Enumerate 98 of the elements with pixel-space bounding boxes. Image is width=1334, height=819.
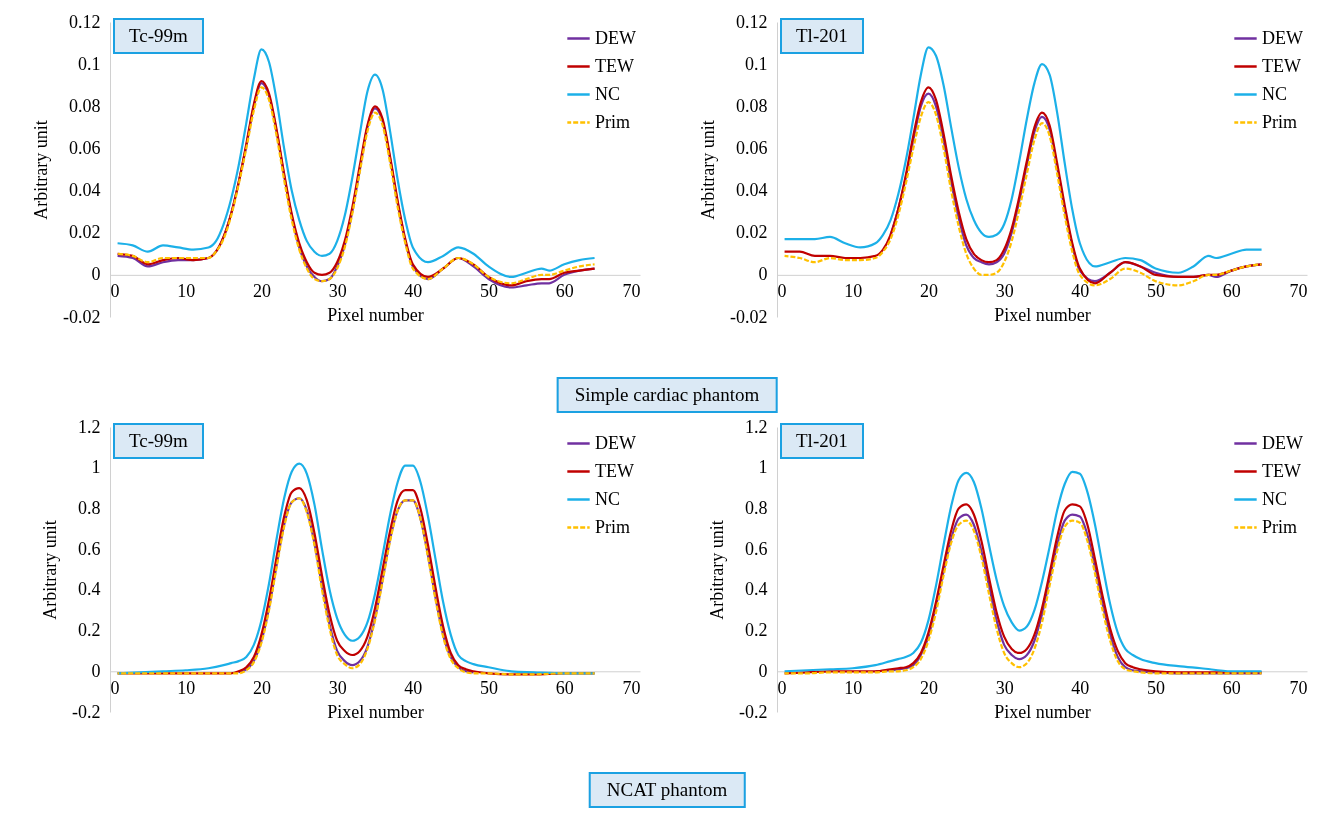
y-tick-label: 0.12: [69, 11, 101, 32]
y-tick-label: 0: [91, 264, 101, 285]
legend-label: NC: [595, 488, 621, 509]
y-tick-label: 0.4: [745, 579, 768, 600]
legend-label: DEW: [1262, 27, 1303, 48]
x-tick-label: 40: [404, 677, 423, 698]
x-axis-title: Pixel number: [327, 701, 424, 722]
x-tick-label: 30: [328, 281, 347, 302]
x-tick-label: 10: [844, 281, 863, 302]
x-tick-label: 50: [1147, 281, 1166, 302]
y-tick-label: 0.2: [745, 620, 768, 641]
x-tick-label: 70: [1289, 281, 1308, 302]
y-tick-label: 0.1: [745, 53, 768, 74]
y-tick-label: 0.08: [736, 95, 768, 116]
x-tick-label: 10: [177, 281, 196, 302]
legend-label: Prim: [1262, 516, 1298, 537]
y-tick-label: 0.04: [736, 180, 768, 201]
legend-label: NC: [595, 83, 621, 104]
y-tick-label: 0.4: [78, 579, 101, 600]
y-tick-label: -0.02: [63, 306, 101, 327]
y-tick-label: 1.2: [745, 416, 768, 437]
y-tick-label: 0.12: [736, 11, 768, 32]
x-tick-label: 40: [1071, 281, 1090, 302]
legend-label: Prim: [595, 111, 631, 132]
legend-label: TEW: [1262, 55, 1301, 76]
x-axis-title: Pixel number: [994, 305, 1091, 326]
legend-label: NC: [1262, 83, 1288, 104]
y-tick-label: 0.1: [78, 53, 101, 74]
line-series: [783, 46, 1263, 274]
legend-label: TEW: [595, 55, 634, 76]
x-tick-label: 20: [252, 281, 271, 302]
y-tick-label: 0: [758, 264, 768, 285]
legend-label: NC: [1262, 488, 1288, 509]
y-tick-label: 0.06: [736, 137, 768, 158]
y-axis-title: Arbitrary unit: [707, 520, 728, 620]
x-tick-label: 0: [777, 281, 787, 302]
x-tick-label: 30: [995, 281, 1014, 302]
chart-title: Tl-201: [780, 423, 864, 459]
y-tick-label: -0.2: [72, 701, 101, 722]
x-tick-label: 20: [919, 677, 938, 698]
x-tick-label: 60: [1222, 281, 1241, 302]
x-tick-label: 0: [777, 677, 787, 698]
y-axis-title: Arbitrary unit: [698, 120, 719, 220]
x-tick-label: 0: [110, 677, 120, 698]
chart-title: Tl-201: [780, 18, 864, 54]
y-tick-label: 0.2: [78, 620, 101, 641]
x-tick-label: 0: [110, 281, 120, 302]
x-axis-title: Pixel number: [994, 701, 1091, 722]
chart-title: Tc-99m: [113, 18, 204, 54]
x-tick-label: 50: [1147, 677, 1166, 698]
x-tick-label: 50: [480, 677, 499, 698]
text: Simple cardiac phantom: [556, 377, 778, 413]
x-tick-label: 40: [404, 281, 423, 302]
x-axis-title: Pixel number: [327, 305, 424, 326]
legend-label: DEW: [595, 432, 636, 453]
y-tick-label: 0.8: [745, 497, 768, 518]
legend-label: TEW: [595, 460, 634, 481]
y-tick-label: 0: [91, 660, 101, 681]
line-series: [237, 497, 475, 674]
x-tick-label: 70: [622, 281, 641, 302]
legend-label: DEW: [1262, 432, 1303, 453]
x-tick-label: 20: [252, 677, 271, 698]
y-tick-label: 1: [758, 457, 768, 478]
x-tick-label: 70: [622, 677, 641, 698]
y-tick-label: 0.08: [69, 95, 101, 116]
x-tick-label: 60: [555, 281, 574, 302]
y-axis-title: Arbitrary unit: [40, 520, 61, 620]
y-tick-label: 0.06: [69, 137, 101, 158]
x-tick-label: 60: [555, 677, 574, 698]
y-tick-label: 1.2: [78, 416, 101, 437]
y-tick-label: 0.6: [78, 538, 101, 559]
y-tick-label: 0.02: [736, 222, 768, 243]
legend-label: Prim: [1262, 111, 1298, 132]
x-tick-label: 20: [919, 281, 938, 302]
x-tick-label: 30: [328, 677, 347, 698]
y-tick-label: -0.2: [739, 701, 768, 722]
y-tick-label: 0.04: [69, 180, 101, 201]
x-tick-label: 10: [844, 677, 863, 698]
chart-title: Tc-99m: [113, 423, 204, 459]
x-tick-label: 60: [1222, 677, 1241, 698]
x-tick-label: 70: [1289, 677, 1308, 698]
line-series: [116, 48, 596, 279]
x-tick-label: 50: [480, 281, 499, 302]
text: NCAT phantom: [588, 772, 746, 808]
legend-label: DEW: [595, 27, 636, 48]
legend-label: TEW: [1262, 460, 1301, 481]
y-tick-label: 0.8: [78, 497, 101, 518]
x-tick-label: 40: [1071, 677, 1090, 698]
x-tick-label: 30: [995, 677, 1014, 698]
legend-label: Prim: [595, 516, 631, 537]
line-series: [783, 470, 1263, 673]
y-tick-label: 0.6: [745, 538, 768, 559]
y-tick-label: -0.02: [730, 306, 768, 327]
x-tick-label: 10: [177, 677, 196, 698]
y-axis-title: Arbitrary unit: [31, 120, 52, 220]
y-tick-label: 0: [758, 660, 768, 681]
y-tick-label: 1: [91, 457, 101, 478]
y-tick-label: 0.02: [69, 222, 101, 243]
